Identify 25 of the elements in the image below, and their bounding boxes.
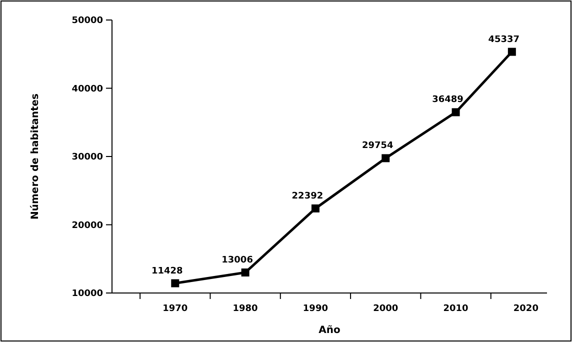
y-tick-label: 30000 bbox=[72, 152, 103, 162]
x-tick-label: 2000 bbox=[373, 304, 398, 314]
y-tick-label: 50000 bbox=[72, 16, 103, 26]
point bbox=[241, 268, 250, 276]
point bbox=[311, 204, 320, 212]
x-tick-label: 1980 bbox=[232, 304, 258, 314]
data-label: 36489 bbox=[432, 95, 464, 106]
point bbox=[508, 48, 516, 56]
x-tick-label: 2010 bbox=[443, 304, 468, 314]
data-label: 45337 bbox=[488, 34, 520, 45]
data-label: 13006 bbox=[222, 255, 253, 266]
x-axis-title: Año bbox=[318, 325, 340, 336]
point bbox=[382, 154, 390, 162]
y-tick-label: 40000 bbox=[72, 84, 103, 94]
y-tick-label: 10000 bbox=[72, 289, 103, 299]
x-tick-label: 1970 bbox=[162, 304, 188, 314]
data-label: 11428 bbox=[151, 266, 183, 276]
data-label: 29754 bbox=[362, 141, 394, 152]
point bbox=[452, 108, 460, 116]
y-axis-title: Número de habitantes bbox=[30, 93, 41, 220]
point bbox=[171, 279, 180, 288]
y-tick-label: 20000 bbox=[72, 220, 103, 231]
x-tick-label: 1990 bbox=[302, 304, 328, 314]
x-tick-label: 2020 bbox=[513, 304, 538, 314]
data-label: 22392 bbox=[292, 191, 324, 202]
